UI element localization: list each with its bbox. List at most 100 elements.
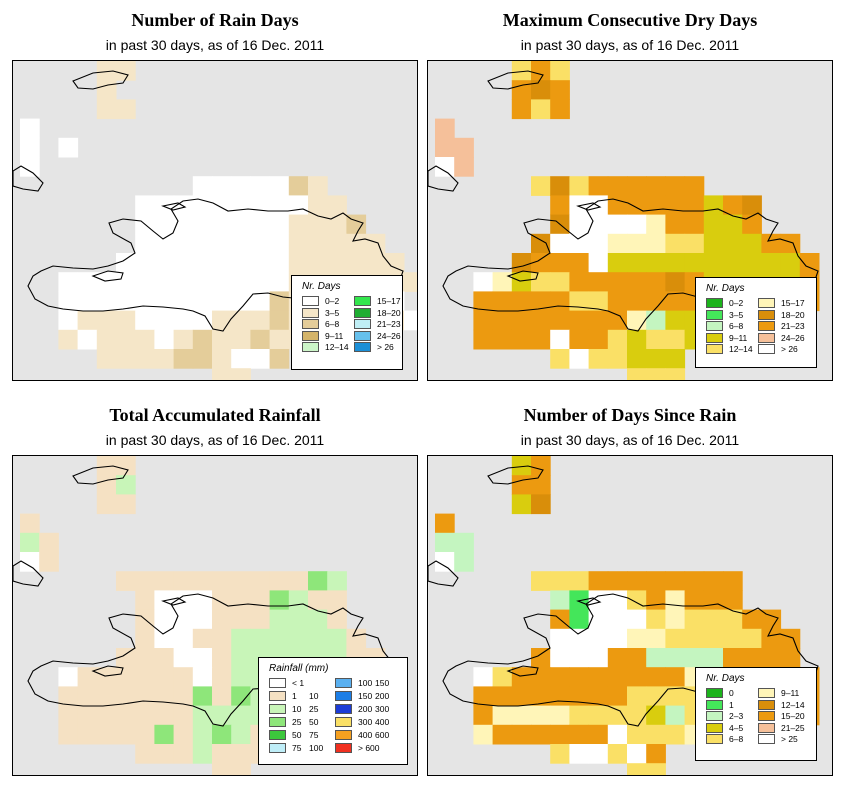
grid-cell [116,494,136,515]
grid-cell [192,724,213,745]
grid-cell [173,648,194,668]
grid-cell [550,571,570,591]
grid-cell [212,214,232,235]
grid-cell [550,744,570,764]
grid-cell [569,609,590,630]
grid-cell [173,686,194,707]
grid-cell [550,253,570,273]
grid-cell [703,628,724,649]
grid-cell [742,233,762,254]
grid-cell [231,349,251,369]
grid-cell [192,648,213,668]
grid-cell [646,571,666,591]
grid-cell [646,368,666,380]
grid-cell [308,590,328,611]
grid-cell [531,571,551,591]
legend-swatch [758,332,775,343]
grid-cell [531,272,551,292]
grid-cell [346,253,367,273]
grid-cell [96,724,117,745]
grid-cell [550,329,570,350]
grid-cell [327,628,347,649]
grid-cell [212,310,232,331]
grid-cell [627,628,647,649]
legend-swatch [758,699,775,710]
grid-cell [96,705,117,726]
grid-cell [646,176,666,196]
grid-cell [665,195,686,216]
legend-swatch [706,722,723,733]
grid-cell [192,686,213,707]
grid-cell [288,590,309,611]
grid-cell [684,214,705,235]
grid-cell [627,571,647,591]
grid-cell [492,724,513,745]
legend-label-upper: 400 [375,717,390,727]
grid-cell [39,532,59,553]
legend-swatch [335,704,352,714]
grid-cell [173,628,194,649]
grid-cell [154,291,175,312]
grid-cell [665,667,686,687]
grid-cell [569,724,590,745]
grid-cell [742,648,762,668]
grid-cell [723,571,743,591]
grid-cell [96,329,117,350]
legend-swatch [758,309,775,320]
grid-cell [627,195,647,216]
grid-cell [250,214,271,235]
grid-cell [531,329,551,350]
grid-cell [192,590,213,611]
grid-cell [588,253,609,273]
grid-cell [569,214,590,235]
grid-cell [192,628,213,649]
panel-subtitle: in past 30 days, as of 16 Dec. 2011 [105,37,325,53]
grid-cell [212,744,232,764]
grid-cell [665,686,686,707]
legend-swatch [354,319,371,329]
grid-cell [288,233,309,254]
legend: Nr. Days 0 1 2–3 4–5 6–8 9–11 12–14 15–20 21–25 >… [695,667,817,761]
grid-cell [288,195,309,216]
grid-cell [135,744,155,764]
grid-cell [154,628,175,649]
legend-label: 21–23 [781,321,805,331]
grid-cell [646,648,666,668]
grid-cell [646,195,666,216]
grid-cell [288,571,309,591]
grid-cell [173,571,194,591]
grid-cell [531,667,551,687]
grid-cell [761,233,782,254]
legend-swatch [269,678,286,688]
grid-cell [231,609,251,630]
legend-swatch [706,332,723,343]
grid-cell [173,253,194,273]
grid-cell [327,590,347,611]
grid-cell [288,628,309,649]
grid-cell [231,628,251,649]
panel-title: Number of Rain Days [131,10,299,30]
grid-cell [116,667,136,687]
grid-cell [627,349,647,369]
grid-cell [58,724,79,745]
legend-label: 6–8 [325,319,340,329]
grid-cell [269,272,290,292]
grid-cell [531,310,551,331]
grid-cell [569,291,590,312]
legend-swatch [335,743,352,753]
legend-title: Rainfall (mm) [269,663,329,674]
grid-cell [20,118,40,139]
grid-cell [646,744,666,764]
panel-title: Maximum Consecutive Dry Days [502,10,758,30]
grid-cell [588,214,609,235]
grid-cell [511,667,532,687]
legend-label: 2–3 [729,711,744,721]
legend-swatch [706,734,723,744]
grid-cell [550,686,570,707]
legend-swatch [758,298,775,308]
grid-cell [116,99,136,120]
grid-cell [703,195,724,216]
legend-swatch [758,344,775,354]
grid-cell [192,214,213,235]
grid-cell [192,667,213,687]
